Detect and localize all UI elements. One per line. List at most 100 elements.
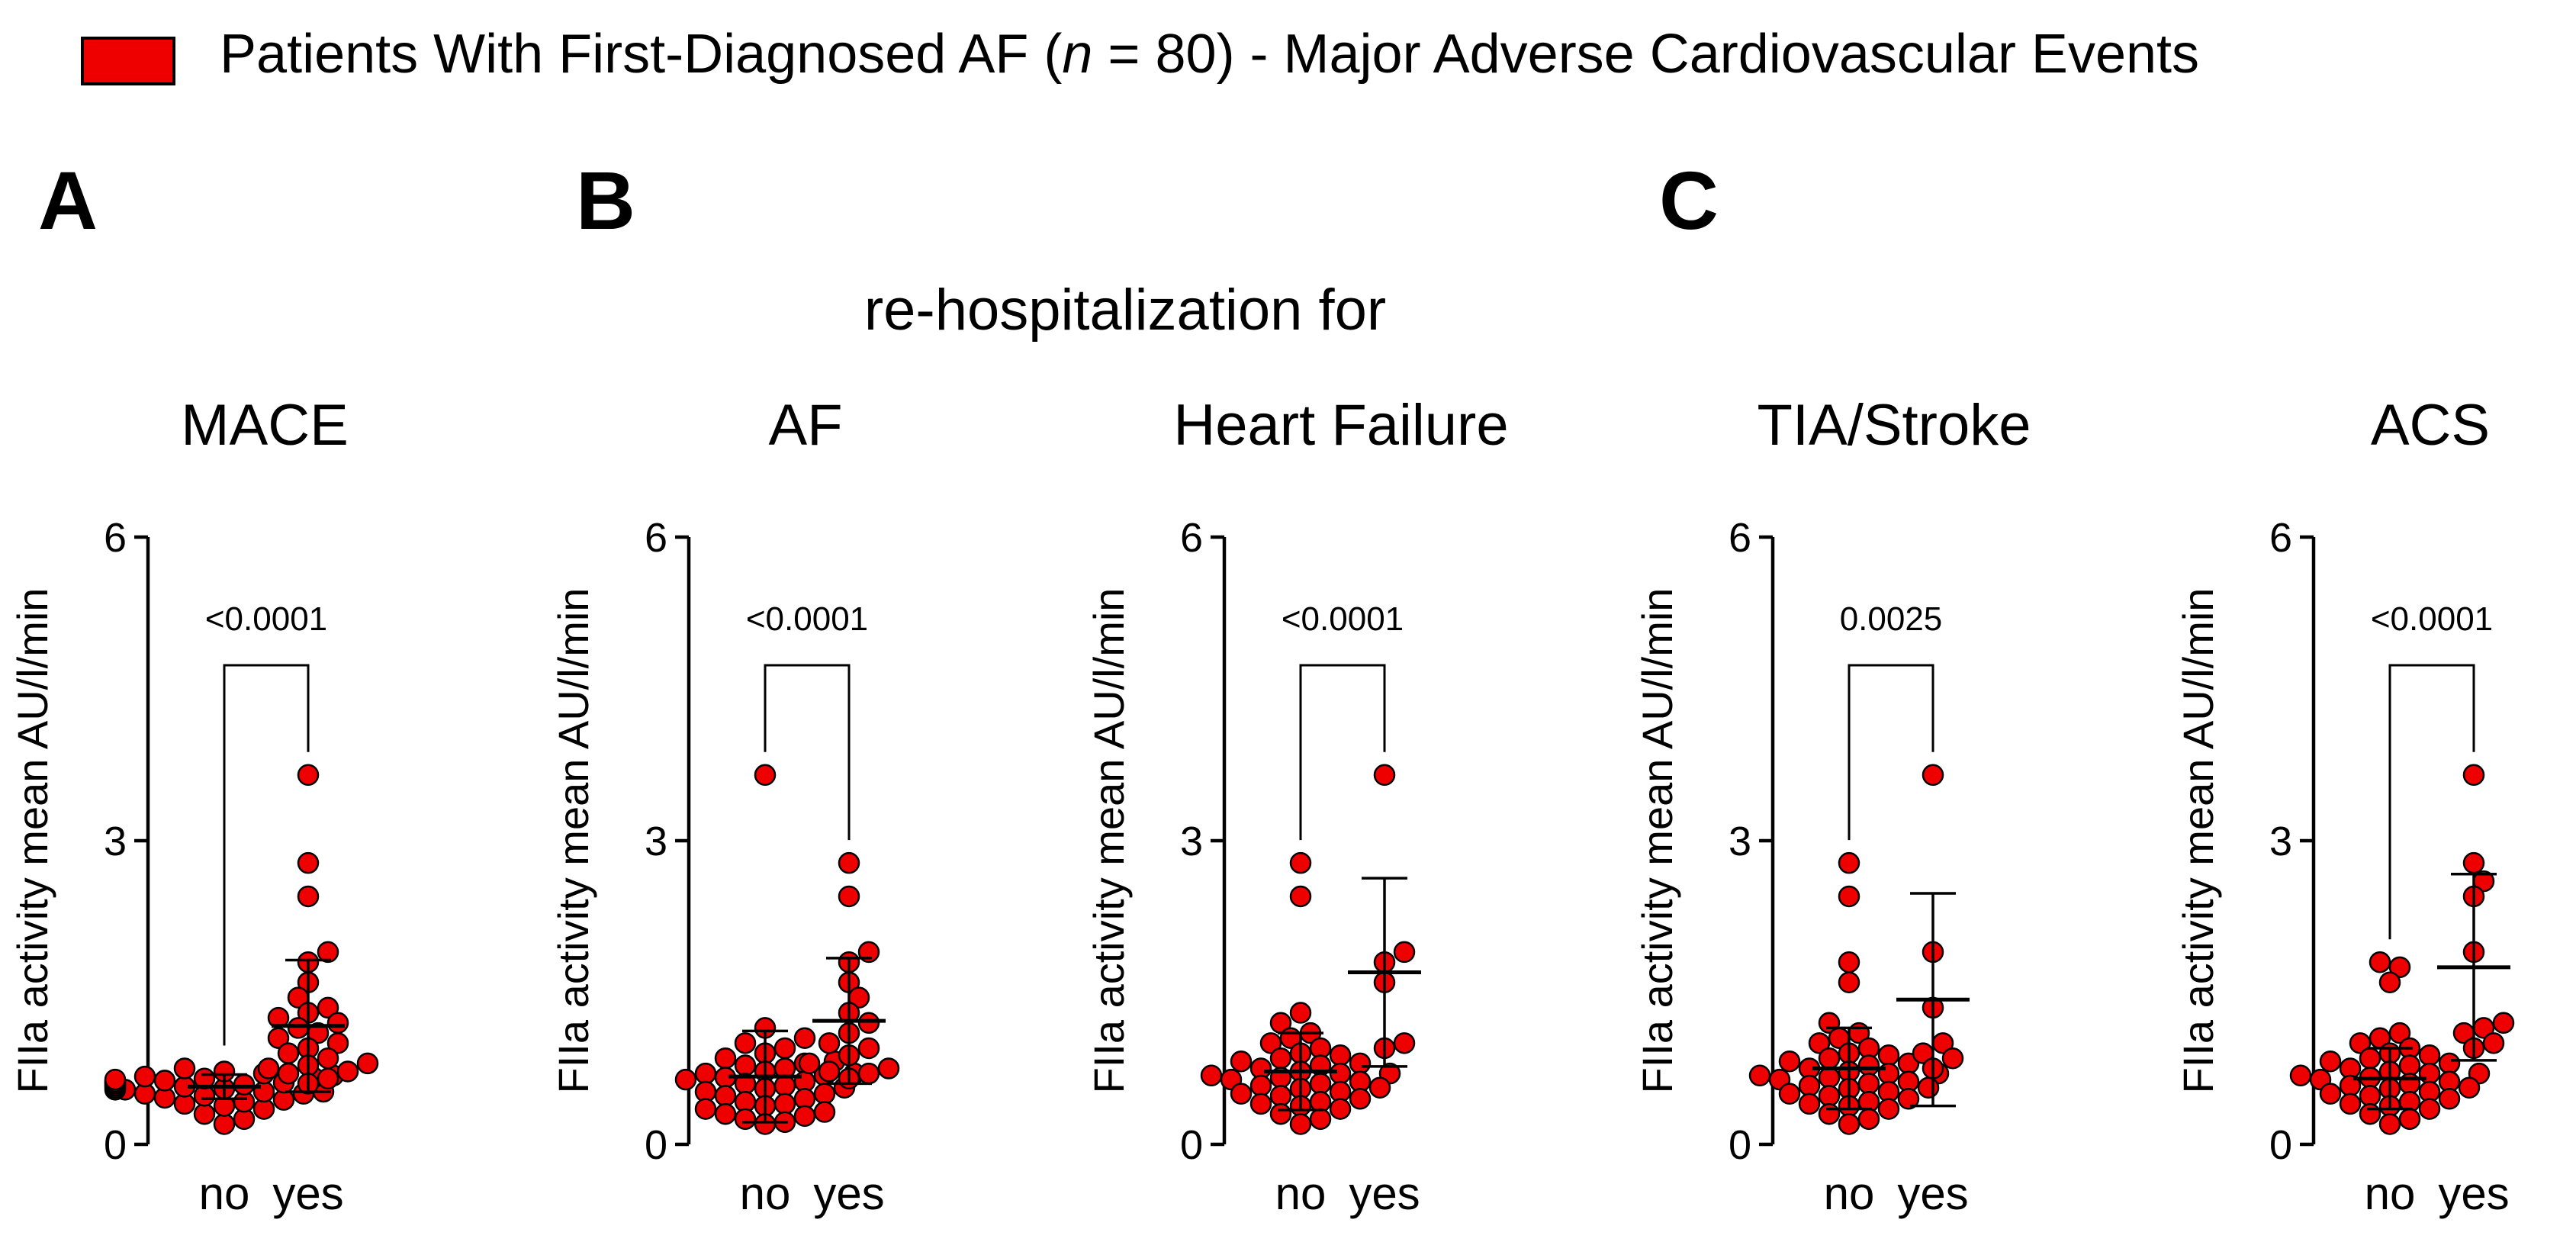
plot-title-heart-failure: Heart Failure [1173, 393, 1508, 458]
p-value-tia-stroke: 0.0025 [1840, 600, 1943, 638]
data-point-acs-no-33 [2359, 1102, 2381, 1125]
y-tick-label-af-1: 3 [645, 819, 667, 864]
x-tick-label-af-yes: yes [813, 1168, 884, 1219]
plot-title-af: AF [768, 393, 842, 458]
data-point-acs-no-28 [2438, 1088, 2461, 1110]
data-point-mace-yes-7 [317, 996, 339, 1019]
y-tick-label-tia-stroke-2: 6 [1729, 515, 1751, 561]
data-point-acs-no-10 [2319, 1050, 2342, 1073]
data-point-heart-failure-no-2 [1289, 1002, 1312, 1024]
x-tick-label-tia-stroke-no: no [1824, 1168, 1875, 1219]
x-tick-label-mace-no: no [199, 1168, 250, 1219]
data-point-mace-yes-20 [257, 1057, 280, 1080]
data-point-acs-no-3 [2388, 1022, 2411, 1044]
data-point-mace-no-2 [193, 1102, 216, 1125]
data-point-heart-failure-no-22 [1309, 1073, 1332, 1095]
y-tick-label-tia-stroke-0: 0 [1729, 1122, 1751, 1168]
x-tick-label-heart-failure-yes: yes [1349, 1168, 1420, 1219]
data-point-acs-yes-5 [2492, 1012, 2515, 1034]
y-axis-label-mace: FIIa activity mean AU/l/min [8, 588, 56, 1094]
data-point-acs-yes-0 [2462, 764, 2485, 787]
data-point-heart-failure-no-29 [1349, 1088, 1372, 1110]
data-point-af-no-31 [714, 1102, 737, 1125]
plot-title-mace: MACE [181, 393, 349, 458]
plot-mace: MACE FIIa activity mean AU/l/min 0 3 6 no yes <… [8, 393, 379, 1219]
plot-title-tia-stroke: TIA/Stroke [1758, 393, 2031, 458]
y-tick-label-acs-2: 6 [2269, 515, 2292, 561]
data-point-acs-no-8 [2418, 1044, 2441, 1067]
data-point-tia-stroke-no-29 [1818, 1085, 1841, 1107]
data-point-acs-no-12 [2398, 1054, 2421, 1076]
data-point-af-no-27 [773, 1092, 796, 1115]
data-point-acs-no-26 [2319, 1083, 2342, 1105]
data-point-mace-yes-10 [326, 1012, 349, 1034]
significance-bracket-acs [2388, 664, 2475, 940]
plot-acs: ACS FIIa activity mean AU/l/min 0 3 6 no yes <0… [2174, 393, 2515, 1219]
data-point-af-yes-13 [877, 1057, 900, 1080]
data-point-mace-no-0 [213, 1113, 236, 1135]
significance-bracket-heart-failure [1299, 664, 1386, 841]
significance-bracket-af [764, 664, 851, 841]
data-point-heart-failure-no-36 [1289, 1113, 1312, 1135]
data-point-mace-yes-14 [326, 1032, 349, 1054]
data-point-heart-failure-no-24 [1368, 1076, 1391, 1099]
data-point-acs-no-9 [2359, 1047, 2381, 1070]
y-tick-label-af-0: 0 [645, 1122, 667, 1168]
p-value-heart-failure: <0.0001 [1282, 600, 1404, 638]
data-point-af-no-30 [813, 1101, 836, 1123]
y-axis-label-acs: FIIa activity mean AU/l/min [2174, 588, 2222, 1094]
x-tick-label-af-no: no [740, 1168, 791, 1219]
data-point-heart-failure-no-34 [1269, 1102, 1292, 1125]
data-point-af-yes-12 [798, 1052, 821, 1075]
data-point-acs-no-11 [2438, 1052, 2461, 1075]
plot-af: AF FIIa activity mean AU/l/min 0 3 6 no yes <0.… [549, 393, 900, 1219]
data-point-heart-failure-no-27 [1230, 1083, 1253, 1105]
data-point-heart-failure-yes-4 [1393, 1032, 1416, 1054]
y-tick-label-mace-1: 3 [104, 819, 127, 864]
y-tick-label-acs-0: 0 [2269, 1122, 2292, 1168]
legend-swatch [81, 37, 175, 85]
panel-b-supertitle: re-hospitalization for [864, 278, 1386, 343]
data-point-af-no-3 [734, 1032, 757, 1054]
plot-title-acs: ACS [2371, 393, 2490, 458]
data-point-mace-yes-23 [317, 1067, 339, 1090]
x-tick-label-mace-yes: yes [272, 1168, 343, 1219]
data-point-mace-yes-13 [267, 1027, 290, 1049]
data-point-heart-failure-no-23 [1249, 1074, 1272, 1097]
data-point-mace-no-35 [173, 1057, 196, 1080]
data-point-heart-failure-no-10 [1269, 1047, 1292, 1070]
data-point-heart-failure-no-28 [1269, 1085, 1292, 1107]
data-point-mace-yes-17 [317, 1047, 339, 1070]
data-point-tia-stroke-no-0 [1838, 851, 1860, 874]
data-point-af-no-33 [734, 1108, 757, 1131]
p-value-af: <0.0001 [746, 600, 868, 638]
data-point-af-no-9 [734, 1054, 757, 1076]
data-point-af-no-23 [813, 1083, 836, 1105]
data-point-mace-yes-22 [277, 1062, 300, 1085]
data-point-mace-yes-16 [277, 1042, 300, 1064]
data-point-acs-no-23 [2458, 1076, 2481, 1099]
plot-tia-stroke: TIA/Stroke FIIa activity mean AU/l/min 0 3 6… [1633, 393, 2031, 1219]
data-point-tia-stroke-no-1 [1838, 885, 1860, 908]
x-tick-label-heart-failure-no: no [1275, 1168, 1327, 1219]
data-point-af-no-24 [714, 1085, 737, 1107]
data-point-acs-yes-1 [2462, 851, 2485, 874]
data-point-mace-no-28 [104, 1068, 127, 1091]
y-axis-label-heart-failure: FIIa activity mean AU/l/min [1085, 588, 1133, 1094]
data-point-acs-no-35 [2378, 1113, 2401, 1135]
legend: Patients With First-Diagnosed AF (n = 80… [81, 24, 2199, 85]
data-point-af-yes-0 [838, 851, 860, 874]
data-point-af-no-2 [793, 1027, 816, 1049]
data-point-mace-yes-0 [297, 764, 320, 787]
data-point-heart-failure-no-11 [1230, 1050, 1253, 1073]
data-point-mace-no-31 [133, 1065, 156, 1088]
y-tick-label-acs-1: 3 [2269, 819, 2292, 864]
y-axis-label-af: FIIa activity mean AU/l/min [549, 588, 597, 1094]
data-point-mace-yes-2 [297, 885, 320, 908]
legend-label-n: n [1062, 24, 1092, 85]
data-point-mace-yes-21 [336, 1060, 359, 1083]
data-point-acs-yes-8 [2482, 1032, 2505, 1054]
data-point-heart-failure-no-18 [1200, 1064, 1223, 1087]
data-point-tia-stroke-no-37 [1838, 1113, 1860, 1135]
data-point-mace-no-27 [153, 1070, 176, 1092]
